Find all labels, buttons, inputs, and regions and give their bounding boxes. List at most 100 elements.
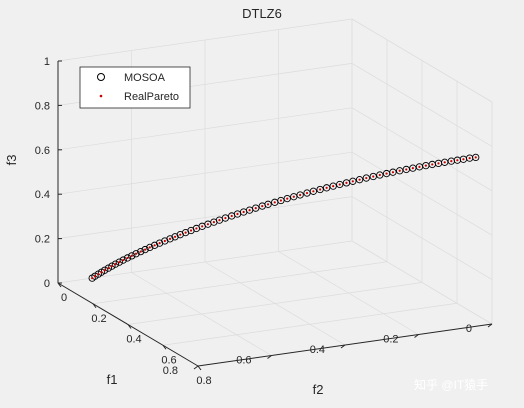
mosoa-point	[329, 182, 337, 190]
x-tick-label: 0.4	[310, 344, 325, 356]
mosoa-point	[316, 185, 324, 194]
mosoa-point	[137, 247, 145, 256]
realpareto-point	[431, 163, 434, 166]
watermark: 知乎 @IT猿手	[414, 377, 488, 392]
y-tick-label: 0.4	[126, 334, 141, 346]
x-axis-label: f1	[107, 372, 118, 387]
realpareto-point	[97, 273, 100, 276]
realpareto-point	[312, 190, 315, 193]
realpareto-point	[201, 225, 204, 228]
realpareto-point	[456, 159, 459, 162]
mosoa-point	[362, 174, 370, 182]
y-tick-label: 0	[61, 292, 67, 304]
mosoa-point	[283, 194, 291, 203]
gridline	[351, 151, 493, 236]
mosoa-point	[119, 256, 127, 264]
realpareto-point	[358, 178, 361, 181]
realpareto-point	[332, 185, 335, 188]
realpareto-point	[173, 235, 177, 238]
x-tick-mark	[487, 323, 493, 328]
realpareto-point	[325, 186, 328, 189]
z-tick-label: 1	[44, 56, 50, 68]
y-tick-label: 0.8	[196, 375, 211, 387]
z-tick-label: 0.6	[35, 145, 50, 157]
gridline	[57, 196, 353, 239]
y-tick-mark	[162, 344, 167, 350]
realpareto-point	[418, 165, 421, 168]
realpareto-point	[391, 171, 395, 174]
realpareto-point	[345, 181, 348, 184]
mosoa-point	[128, 252, 136, 260]
realpareto-point	[405, 168, 408, 171]
gridline	[351, 196, 493, 280]
mosoa-point	[111, 260, 120, 268]
legend-box	[79, 66, 191, 109]
realpareto-point	[254, 207, 257, 210]
realpareto-point	[450, 160, 453, 163]
realpareto-point	[179, 233, 182, 236]
realpareto-point	[443, 161, 446, 164]
gridline	[127, 282, 423, 325]
legend-label-mosoa: MOSOA	[124, 72, 166, 84]
z-tick-label: 0.8	[35, 100, 50, 112]
x-tick-label: 0.8	[163, 365, 178, 377]
realpareto-point	[144, 248, 147, 251]
realpareto-point	[118, 261, 121, 264]
y-axis-label: f2	[313, 382, 324, 397]
plot-points	[88, 153, 480, 282]
realpareto-point	[184, 231, 187, 234]
watermark-text: 知乎 @IT猿手	[414, 377, 488, 392]
realpareto-point	[385, 172, 388, 175]
realpareto-point	[148, 246, 151, 249]
realpareto-point	[305, 191, 309, 195]
realpareto-point	[338, 183, 341, 186]
mosoa-point	[228, 212, 236, 220]
gridline	[131, 272, 272, 356]
y-axis-ticks: 00.20.40.60.8	[57, 282, 212, 387]
gridline	[162, 302, 458, 346]
gridline	[351, 63, 493, 147]
mosoa-point	[271, 198, 279, 206]
realpareto-point	[206, 223, 210, 226]
realpareto-point	[299, 193, 302, 197]
realpareto-point	[292, 195, 295, 198]
mosoa-point	[322, 184, 331, 192]
realpareto-point	[224, 216, 227, 220]
realpareto-point	[189, 229, 193, 232]
realpareto-point	[248, 209, 251, 212]
gridline	[351, 107, 493, 192]
mosoa-point	[258, 202, 266, 210]
realpareto-point	[266, 203, 270, 206]
realpareto-point	[261, 204, 264, 208]
z-tick-label: 0.4	[35, 189, 50, 201]
realpareto-point	[158, 242, 161, 245]
gridline	[57, 18, 353, 62]
realpareto-point	[273, 201, 276, 204]
realpareto-point	[372, 175, 375, 178]
realpareto-point	[411, 167, 414, 170]
realpareto-point	[462, 158, 465, 161]
y-tick-label: 0.6	[161, 354, 176, 366]
realpareto-point	[212, 221, 215, 224]
realpareto-point	[163, 239, 166, 243]
realpareto-point	[378, 173, 381, 177]
z-tick-label: 0	[44, 278, 50, 290]
legend-label-realpareto: RealPareto	[124, 91, 179, 103]
realpareto-point	[365, 176, 368, 180]
realpareto-point	[114, 263, 117, 266]
realpareto-point	[437, 162, 440, 165]
realpareto-point	[286, 197, 289, 200]
mosoa-point	[336, 180, 344, 189]
realpareto-point	[319, 188, 322, 191]
realpareto-point	[398, 169, 401, 172]
realpareto-point	[218, 219, 221, 222]
realpareto-point	[110, 265, 113, 268]
y-tick-mark	[127, 324, 132, 329]
realpareto-point	[236, 212, 239, 216]
mosoa-point	[355, 176, 364, 184]
z-tick-label: 0.2	[35, 234, 50, 246]
mosoa-point	[396, 167, 404, 175]
gridline	[351, 240, 493, 325]
mosoa-point	[150, 241, 159, 249]
